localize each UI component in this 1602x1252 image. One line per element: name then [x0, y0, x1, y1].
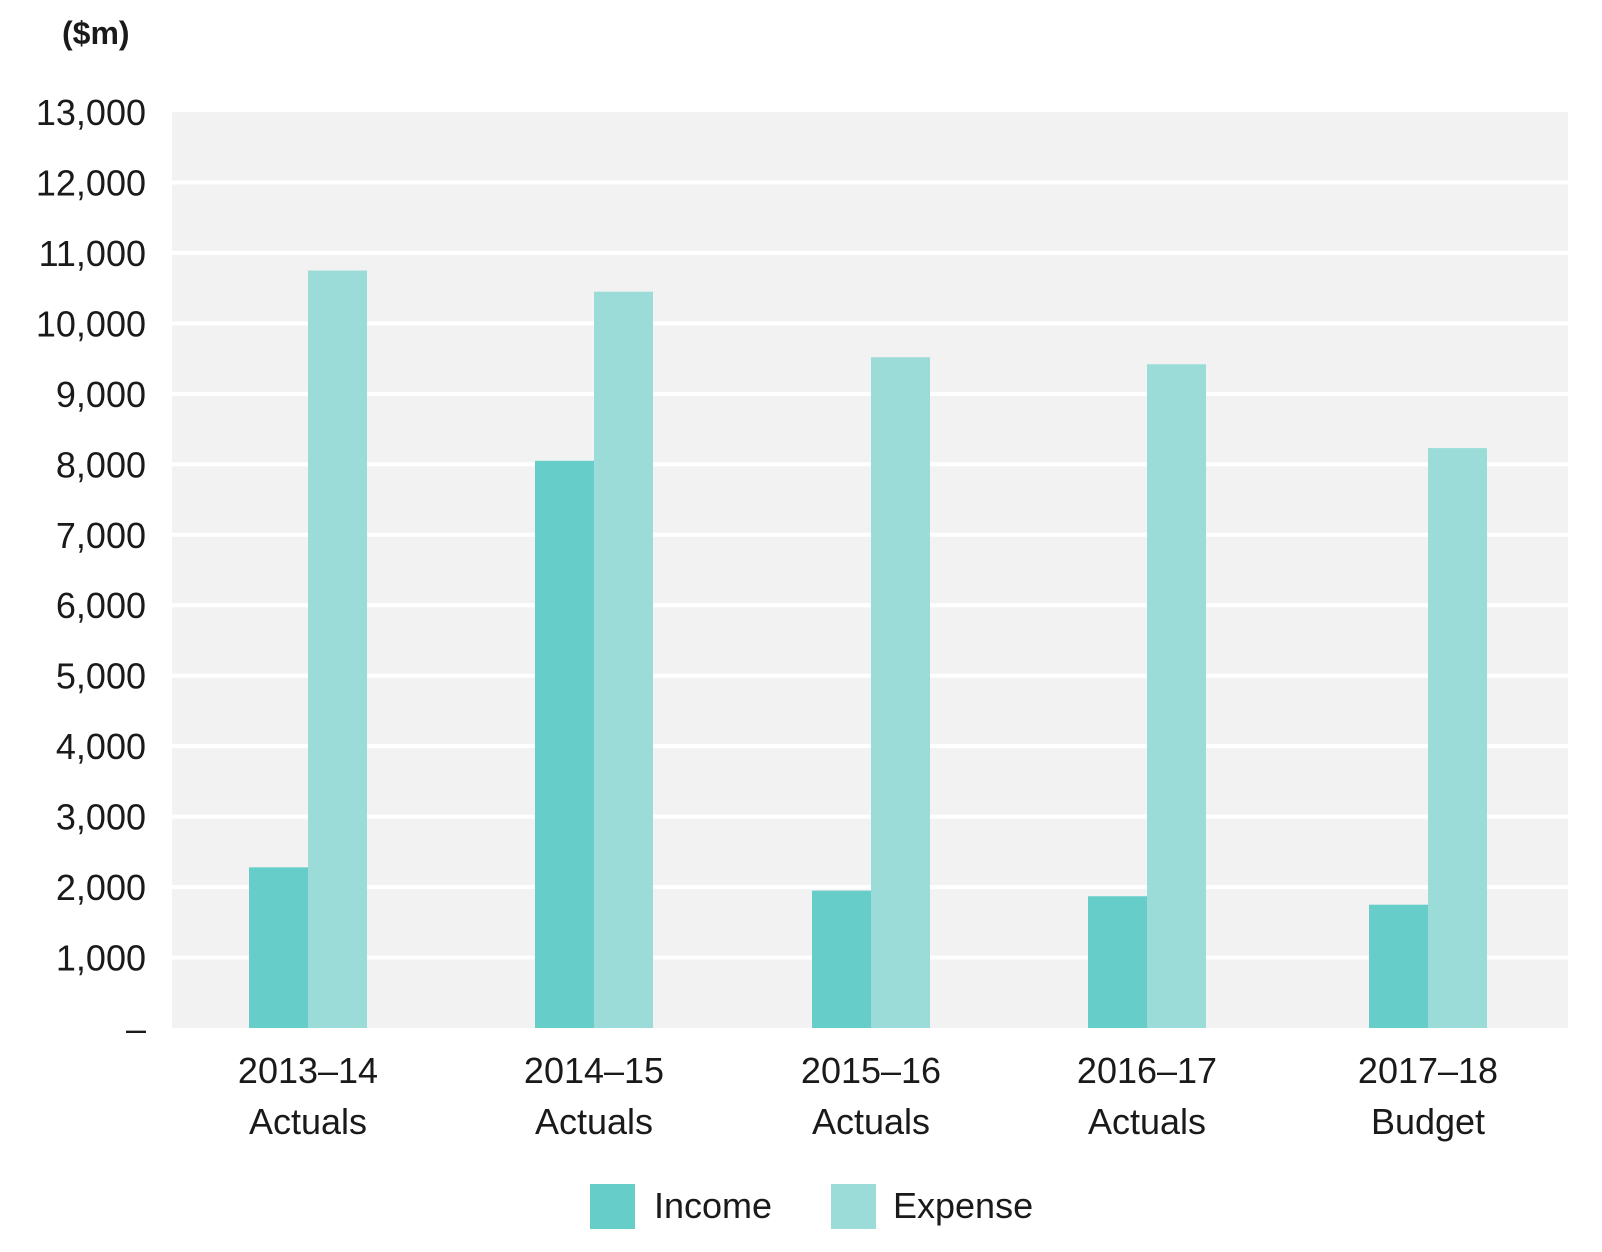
x-tick-label: Actuals: [812, 1101, 930, 1142]
x-tick-label: 2017–18: [1358, 1050, 1498, 1091]
y-tick-label: 12,000: [36, 162, 146, 203]
legend-swatch-income: [590, 1184, 635, 1229]
bar-income-3: [1088, 896, 1147, 1028]
y-tick-label: 2,000: [56, 867, 146, 908]
y-tick-label: 6,000: [56, 585, 146, 626]
bar-income-2: [812, 890, 871, 1028]
x-tick-label: 2013–14: [238, 1050, 378, 1091]
x-tick-label: 2015–16: [801, 1050, 941, 1091]
x-tick-label: Actuals: [535, 1101, 653, 1142]
y-tick-label: 9,000: [56, 374, 146, 415]
bar-expense-1: [594, 291, 653, 1029]
x-tick-label: 2016–17: [1077, 1050, 1217, 1091]
y-tick-label: 10,000: [36, 303, 146, 344]
y-tick-label: 1,000: [56, 938, 146, 979]
legend-label-income: Income: [654, 1185, 772, 1226]
y-tick-label: 5,000: [56, 656, 146, 697]
bar-income-0: [249, 867, 308, 1028]
x-tick-label: Actuals: [249, 1101, 367, 1142]
bar-expense-4: [1428, 448, 1487, 1028]
y-tick-label: 7,000: [56, 515, 146, 556]
y-tick-label: 3,000: [56, 797, 146, 838]
bar-income-4: [1369, 904, 1428, 1028]
bar-income-1: [535, 460, 594, 1028]
y-tick-label: –: [126, 1008, 146, 1049]
legend-label-expense: Expense: [893, 1185, 1033, 1226]
y-tick-label: 13,000: [36, 92, 146, 133]
bar-expense-2: [871, 357, 930, 1028]
bar-expense-0: [308, 270, 367, 1028]
y-tick-label: 4,000: [56, 726, 146, 767]
legend-swatch-expense: [831, 1184, 876, 1229]
y-tick-label: 11,000: [39, 233, 146, 274]
y-tick-label: 8,000: [56, 444, 146, 485]
x-tick-label: Budget: [1371, 1101, 1485, 1142]
x-tick-label: Actuals: [1088, 1101, 1206, 1142]
plot-area-background: [172, 112, 1568, 1028]
y-axis-unit-label: ($m): [62, 15, 130, 51]
x-tick-label: 2014–15: [524, 1050, 664, 1091]
bar-expense-3: [1147, 364, 1206, 1028]
